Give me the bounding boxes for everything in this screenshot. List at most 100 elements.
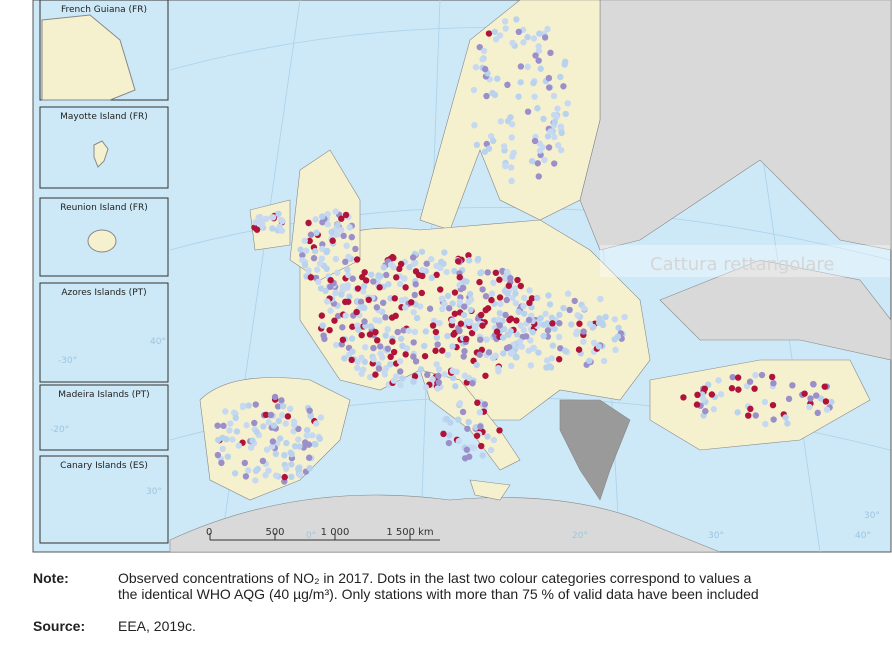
scale-label: 500	[265, 527, 284, 538]
station-dot	[515, 28, 523, 36]
station-dot	[428, 274, 435, 282]
station-dot	[611, 336, 618, 343]
station-dot	[575, 346, 583, 353]
station-dot	[345, 271, 352, 279]
graticule-label: 40°	[150, 337, 166, 347]
station-dot	[435, 379, 442, 386]
station-dot	[379, 299, 387, 307]
station-dot	[492, 36, 500, 43]
station-dot	[390, 348, 398, 356]
station-dot	[263, 446, 271, 453]
station-dot	[492, 352, 499, 359]
station-dot	[312, 216, 319, 223]
inset-label: Canary Islands (ES)	[60, 461, 148, 471]
station-dot	[372, 371, 379, 378]
station-dot	[506, 316, 513, 324]
station-dot	[540, 115, 547, 123]
station-dot	[418, 289, 426, 297]
station-dot	[484, 305, 492, 312]
note-row: Note: Observed concentrations of NO₂ in …	[33, 570, 892, 602]
station-dot	[456, 274, 463, 281]
station-dot	[419, 272, 426, 280]
station-dot	[504, 81, 511, 89]
station-dot	[823, 406, 831, 413]
station-dot	[527, 362, 535, 369]
station-dot	[309, 432, 316, 439]
graticule-label: 30°	[146, 487, 162, 497]
station-dot	[421, 342, 428, 350]
station-dot	[509, 153, 516, 160]
station-dot	[496, 322, 503, 329]
station-dot	[436, 319, 443, 327]
station-dot	[305, 219, 312, 227]
station-dot	[580, 338, 587, 345]
station-dot	[446, 432, 453, 439]
station-dot	[449, 367, 456, 375]
station-dot	[381, 371, 389, 378]
station-dot	[339, 324, 346, 331]
station-dot	[513, 16, 520, 23]
map: French Guiana (FR) Mayotte Island (FR) Reu…	[32, 0, 892, 553]
station-dot	[540, 321, 547, 328]
station-dot	[515, 93, 522, 100]
station-dot	[611, 316, 618, 323]
station-dot	[524, 33, 531, 41]
station-dot	[523, 333, 530, 340]
station-dot	[813, 392, 820, 399]
station-dot	[296, 471, 304, 479]
station-dot	[517, 282, 524, 290]
station-dot	[397, 381, 404, 389]
station-dot	[465, 418, 472, 426]
station-dot	[385, 281, 392, 288]
station-dot	[464, 425, 471, 432]
station-dot	[397, 335, 405, 342]
station-dot	[279, 403, 287, 410]
station-dot	[411, 328, 419, 336]
station-dot	[313, 229, 320, 236]
station-dot	[433, 334, 441, 341]
inset-box	[39, 455, 169, 544]
station-dot	[784, 420, 791, 427]
station-dot	[493, 328, 501, 335]
station-dot	[361, 269, 368, 276]
station-dot	[549, 342, 557, 349]
station-dot	[360, 282, 368, 290]
station-dot	[269, 225, 276, 232]
station-dot	[451, 289, 459, 296]
station-dot	[531, 137, 539, 145]
station-dot	[230, 409, 238, 416]
station-dot	[507, 274, 514, 282]
station-dot	[520, 39, 527, 46]
scale-label: 1 000	[321, 527, 350, 538]
station-dot	[549, 320, 556, 327]
station-dot	[418, 248, 426, 255]
station-dot	[828, 398, 835, 406]
station-dot	[807, 395, 814, 402]
station-dot	[463, 278, 470, 285]
station-dot	[701, 385, 708, 392]
station-dot	[331, 317, 338, 324]
station-dot	[349, 323, 356, 330]
station-dot	[440, 260, 447, 267]
station-dot	[367, 323, 375, 330]
station-dot	[680, 394, 687, 401]
station-dot	[342, 312, 349, 319]
station-dot	[367, 373, 374, 381]
station-dot	[316, 435, 323, 442]
station-dot	[514, 276, 521, 284]
station-dot	[489, 137, 497, 145]
station-dot	[561, 347, 569, 354]
station-dot	[433, 361, 440, 368]
station-dot	[556, 320, 563, 327]
station-dot	[551, 325, 558, 332]
station-dot	[231, 470, 239, 477]
station-dot	[334, 312, 342, 320]
station-dot	[467, 318, 474, 325]
station-dot	[501, 18, 509, 25]
station-dot	[524, 108, 532, 115]
station-dot	[481, 65, 489, 73]
graticule-label: 30°	[708, 531, 724, 541]
station-dot	[337, 226, 345, 233]
station-dot	[252, 467, 260, 475]
station-dot	[295, 436, 302, 443]
